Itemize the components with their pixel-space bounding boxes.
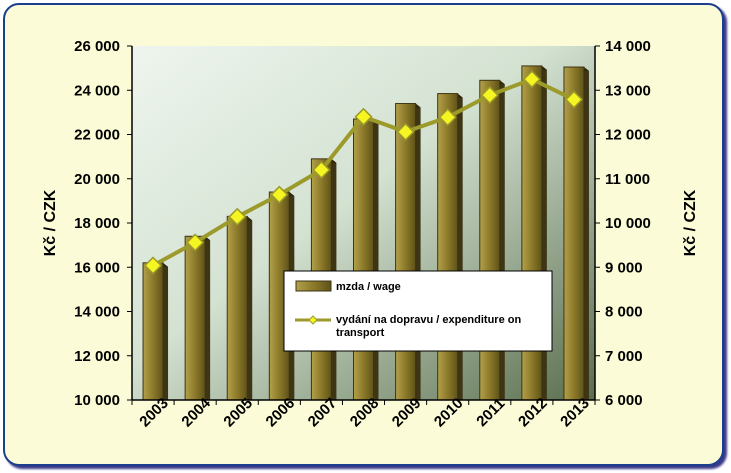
legend-marker-swatch — [308, 315, 318, 325]
y-tick-label-left: 26 000 — [74, 38, 120, 55]
legend: mzda / wage vydání na dopravu / expendit… — [283, 270, 553, 352]
bar-2005 — [226, 215, 253, 401]
marker-2010 — [438, 108, 457, 127]
bar-2013 — [563, 66, 589, 401]
y-axis-title-right: Kč / CZK — [682, 189, 699, 256]
bar-shadow — [163, 262, 169, 400]
marker-2006 — [270, 185, 289, 204]
y-tick-label-right: 7 000 — [605, 348, 643, 365]
y-axis-title-left: Kč / CZK — [42, 189, 59, 256]
y-tick-label-right: 11 000 — [605, 171, 650, 188]
bar-face — [395, 103, 417, 401]
bar-2011 — [479, 79, 505, 401]
bar-2008 — [353, 118, 379, 401]
y-tick-label-left: 16 000 — [74, 259, 120, 276]
legend-label-wage: mzda / wage — [336, 281, 401, 293]
bar-shadow — [247, 216, 253, 400]
bar-shadow — [373, 119, 379, 400]
bar-face — [479, 79, 501, 401]
y-tick-label-right: 9 000 — [605, 259, 643, 276]
bar-shadow — [457, 93, 463, 400]
bar-shadow — [205, 236, 211, 400]
y-tick-label-left: 18 000 — [74, 215, 120, 232]
y-tick-label-left: 22 000 — [74, 127, 120, 144]
y-tick-label-right: 8 000 — [605, 304, 643, 321]
marker-2009 — [396, 122, 415, 141]
marker-2008 — [354, 107, 373, 126]
transport-line — [143, 70, 584, 275]
y-tick-label-right: 6 000 — [605, 392, 643, 409]
y-tick-label-right: 13 000 — [605, 82, 651, 99]
marker-2012 — [522, 70, 541, 89]
bar-face — [437, 93, 459, 401]
axes: 10 000 12 000 14 000 16 000 18 000 20 000 22 0… — [74, 38, 651, 430]
y-tick-label-left: 14 000 — [74, 304, 120, 321]
bar-2009 — [395, 103, 421, 401]
bar-face — [563, 66, 585, 401]
bar-2003 — [142, 262, 169, 401]
marker-2005 — [228, 207, 247, 226]
bar-face — [142, 262, 164, 401]
wage-bars — [142, 65, 589, 401]
marker-2004 — [186, 233, 205, 252]
bar-2010 — [437, 93, 463, 401]
bar-shadow — [583, 67, 589, 401]
chart-frame: 10 000 12 000 14 000 16 000 18 000 20 000 22 0… — [3, 3, 724, 466]
bar-shadow — [499, 80, 505, 400]
marker-2011 — [480, 86, 499, 105]
y-tick-label-right: 14 000 — [605, 38, 651, 55]
legend-bar-swatch — [295, 280, 332, 292]
y-tick-label-left: 24 000 — [74, 82, 120, 99]
marker-2007 — [312, 160, 331, 179]
bar-face — [353, 118, 374, 401]
legend-label-transport-line2: transport — [336, 327, 385, 339]
legend-label-transport: vydání na dopravu / expenditure on transp… — [336, 314, 521, 339]
bar-shadow — [415, 103, 421, 401]
y-tick-label-left: 20 000 — [74, 171, 120, 188]
bar-2004 — [184, 235, 211, 401]
chart: 10 000 12 000 14 000 16 000 18 000 20 000 22 0… — [42, 38, 699, 430]
y-tick-label-left: 10 000 — [74, 392, 120, 409]
y-tick-label-right: 10 000 — [605, 215, 651, 232]
y-tick-label-right: 12 000 — [605, 127, 651, 144]
marker-2003 — [143, 256, 163, 275]
bar-face — [226, 215, 248, 401]
legend-label-transport-line1: vydání na dopravu / expenditure on — [336, 314, 521, 326]
y-tick-label-left: 12 000 — [74, 348, 120, 365]
bar-face — [184, 235, 206, 401]
marker-2013 — [564, 90, 584, 109]
